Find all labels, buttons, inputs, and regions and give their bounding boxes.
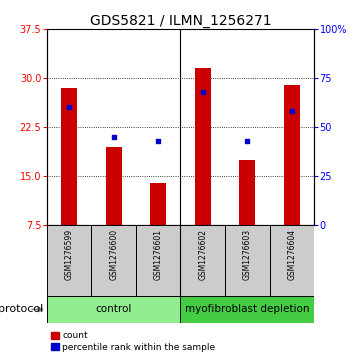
Text: GSM1276604: GSM1276604	[287, 229, 296, 280]
Text: protocol: protocol	[0, 305, 43, 314]
Bar	[195, 68, 210, 225]
Text: GSM1276603: GSM1276603	[243, 229, 252, 280]
Bar	[180, 225, 225, 296]
Bar	[106, 147, 122, 225]
Text: control: control	[96, 305, 132, 314]
Bar	[239, 160, 255, 225]
Point	[289, 109, 295, 114]
Text: GSM1276600: GSM1276600	[109, 229, 118, 280]
Text: GSM1276602: GSM1276602	[198, 229, 207, 280]
Bar	[61, 88, 77, 225]
Point	[155, 138, 161, 144]
Point	[200, 89, 206, 95]
Bar	[151, 183, 166, 225]
Bar	[136, 225, 180, 296]
Bar	[47, 225, 91, 296]
Point	[244, 138, 250, 144]
Text: myofibroblast depletion: myofibroblast depletion	[185, 305, 309, 314]
Bar	[180, 296, 314, 323]
Legend: count, percentile rank within the sample: count, percentile rank within the sample	[52, 331, 216, 352]
Text: GSM1276599: GSM1276599	[65, 229, 74, 280]
Bar	[91, 225, 136, 296]
Bar	[47, 296, 180, 323]
Bar	[225, 225, 270, 296]
Text: GSM1276601: GSM1276601	[154, 229, 163, 280]
Bar	[284, 85, 300, 225]
Point	[111, 134, 117, 140]
Point	[66, 105, 72, 110]
Title: GDS5821 / ILMN_1256271: GDS5821 / ILMN_1256271	[90, 14, 271, 28]
Bar	[270, 225, 314, 296]
